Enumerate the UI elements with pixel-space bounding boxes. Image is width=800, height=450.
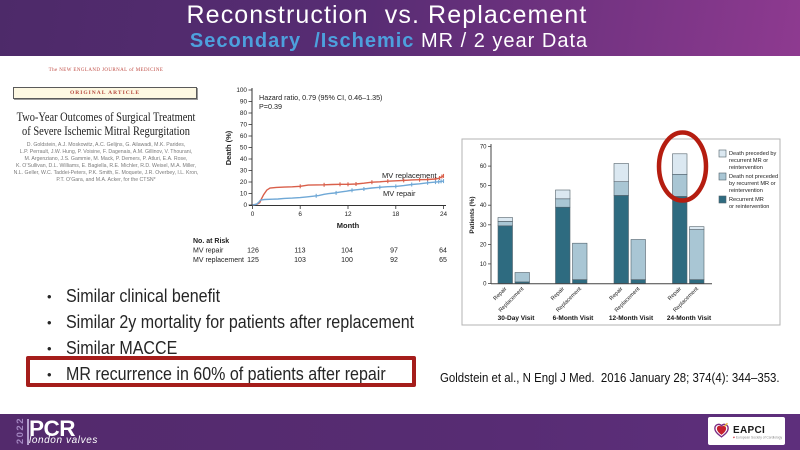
svg-text:30-Day Visit: 30-Day Visit <box>498 315 536 322</box>
svg-text:0: 0 <box>483 282 487 288</box>
svg-text:60: 60 <box>240 133 248 140</box>
svg-text:10: 10 <box>480 262 487 268</box>
svg-text:100: 100 <box>341 257 353 264</box>
svg-text:reintervention: reintervention <box>729 165 763 171</box>
svg-text:60: 60 <box>480 164 487 170</box>
svg-text:by recurrent MR or: by recurrent MR or <box>729 181 776 187</box>
svg-text:Death not preceded: Death not preceded <box>729 174 778 180</box>
svg-text:Hazard ratio, 0.79 (95% CI, 0.: Hazard ratio, 0.79 (95% CI, 0.46–1.35) <box>259 93 382 102</box>
svg-text:20: 20 <box>240 179 248 186</box>
svg-text:30: 30 <box>240 168 248 175</box>
svg-text:92: 92 <box>390 257 398 264</box>
svg-text:MV replacement: MV replacement <box>382 171 438 180</box>
svg-text:12: 12 <box>344 211 352 218</box>
svg-text:70: 70 <box>240 122 248 129</box>
svg-text:Month: Month <box>337 221 360 230</box>
svg-text:113: 113 <box>294 248 305 255</box>
svg-text:MV replacement: MV replacement <box>193 257 244 264</box>
svg-text:MV repair: MV repair <box>383 189 416 198</box>
svg-text:64: 64 <box>439 248 447 255</box>
svg-text:0: 0 <box>251 211 255 218</box>
svg-text:30: 30 <box>480 223 487 229</box>
svg-text:126: 126 <box>247 248 259 255</box>
svg-text:6-Month Visit: 6-Month Visit <box>553 315 595 322</box>
svg-text:40: 40 <box>480 203 487 209</box>
svg-text:Recurrent MR: Recurrent MR <box>729 197 764 203</box>
svg-text:90: 90 <box>240 99 248 106</box>
svg-text:97: 97 <box>390 248 398 255</box>
svg-text:MV repair: MV repair <box>193 248 224 255</box>
svg-text:50: 50 <box>240 145 248 152</box>
svg-text:6: 6 <box>298 211 302 218</box>
svg-text:Patients (%): Patients (%) <box>469 196 476 233</box>
svg-text:recurrent MR or: recurrent MR or <box>729 158 768 164</box>
svg-text:50: 50 <box>480 184 487 190</box>
svg-text:103: 103 <box>294 257 306 264</box>
svg-text:20: 20 <box>480 242 487 248</box>
svg-text:reintervention: reintervention <box>729 188 763 194</box>
svg-text:100: 100 <box>236 87 247 94</box>
svg-text:125: 125 <box>247 257 259 264</box>
svg-text:12-Month Visit: 12-Month Visit <box>609 315 654 322</box>
svg-text:80: 80 <box>240 110 248 117</box>
svg-text:No. at Risk: No. at Risk <box>193 238 229 245</box>
svg-text:P=0.39: P=0.39 <box>259 102 282 111</box>
svg-text:Death (%): Death (%) <box>224 130 233 165</box>
svg-text:70: 70 <box>480 145 487 151</box>
svg-text:24: 24 <box>440 211 448 218</box>
svg-text:Death preceded by: Death preceded by <box>729 151 776 157</box>
svg-text:10: 10 <box>240 191 248 198</box>
svg-text:65: 65 <box>439 257 447 264</box>
svg-text:104: 104 <box>341 248 353 255</box>
svg-text:24-Month Visit: 24-Month Visit <box>667 315 712 322</box>
svg-text:18: 18 <box>392 211 400 218</box>
svg-text:40: 40 <box>240 156 248 163</box>
svg-text:or reintervention: or reintervention <box>729 204 769 210</box>
svg-text:0: 0 <box>243 202 247 209</box>
